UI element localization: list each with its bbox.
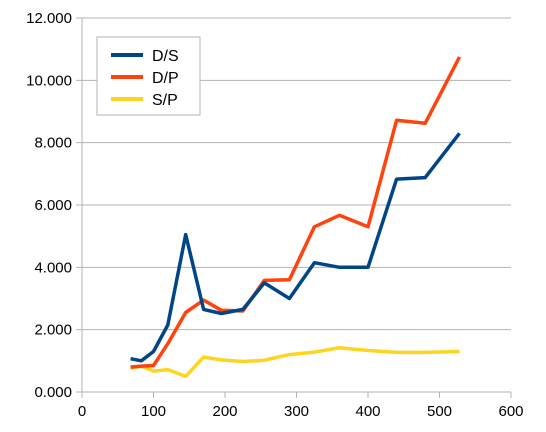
axes (81, 18, 512, 398)
x-tick-label: 0 (78, 403, 86, 420)
legend-label: S/P (152, 92, 178, 109)
series-lines (130, 56, 462, 379)
y-tick-label: 2.000 (34, 322, 72, 339)
x-tick-label: 200 (212, 403, 237, 420)
x-tick-label: 400 (355, 403, 380, 420)
legend-label: D/S (152, 48, 179, 65)
y-tick-label: 0.000 (34, 384, 72, 401)
y-tick-label: 10.000 (26, 72, 72, 89)
x-tick-label: 100 (141, 403, 166, 420)
x-tick-label: 300 (284, 403, 309, 420)
y-tick-label: 6.000 (34, 197, 72, 214)
legend-label: D/P (152, 70, 179, 87)
legend: D/S D/P S/P (96, 36, 201, 116)
y-tick-label: 8.000 (34, 135, 72, 152)
x-tick-label: 600 (498, 403, 523, 420)
y-tick-label: 4.000 (34, 259, 72, 276)
x-tick-label: 500 (427, 403, 452, 420)
y-tick-labels: 0.000 2.000 4.000 6.000 8.000 10.000 12.000 (26, 10, 72, 401)
series-line-s-p (130, 345, 460, 379)
series-line-d-s (130, 132, 461, 363)
x-tick-labels: 0 100 200 300 400 500 600 (78, 403, 524, 420)
legend-box (96, 36, 201, 116)
y-tick-label: 12.000 (26, 10, 72, 27)
